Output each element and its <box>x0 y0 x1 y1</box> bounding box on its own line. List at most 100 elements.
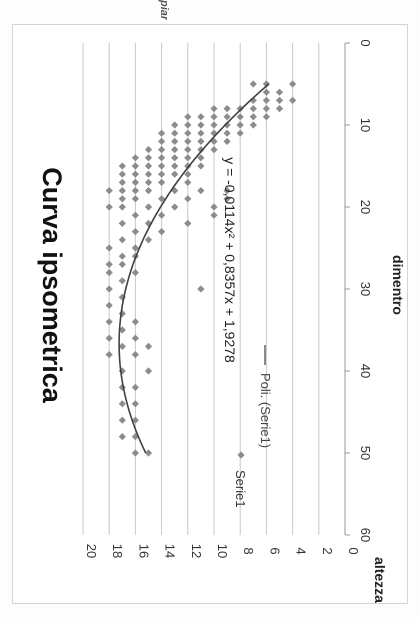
data-point <box>158 178 166 186</box>
data-point <box>197 137 205 145</box>
data-point <box>184 178 192 186</box>
data-point <box>118 162 126 170</box>
trendline <box>118 83 270 454</box>
data-point <box>144 236 153 244</box>
data-point <box>105 301 113 309</box>
data-point <box>197 121 205 129</box>
data-point <box>105 269 113 277</box>
data-point <box>118 219 126 227</box>
legend: Serie1 Poli. (Serie1) <box>233 345 273 508</box>
data-point <box>184 195 192 203</box>
data-point <box>223 187 231 195</box>
y-tick-label-12: 12 <box>189 544 204 558</box>
data-point <box>171 146 179 154</box>
data-point <box>131 433 139 441</box>
data-point <box>197 162 205 170</box>
data-point <box>184 129 192 137</box>
data-point <box>131 211 139 219</box>
data-point <box>262 113 270 121</box>
data-point <box>118 326 126 334</box>
data-point <box>275 88 284 96</box>
data-point <box>171 129 179 137</box>
data-point <box>158 154 166 162</box>
data-point <box>236 121 244 129</box>
data-point <box>171 170 179 178</box>
data-point <box>171 203 179 211</box>
data-point <box>210 121 218 129</box>
y-tick-label-10: 10 <box>215 544 230 558</box>
data-point <box>118 187 126 195</box>
data-point <box>118 383 126 391</box>
data-point <box>184 154 192 162</box>
data-point <box>289 80 297 88</box>
data-point <box>131 228 139 236</box>
data-point <box>118 170 126 178</box>
data-point <box>118 260 126 268</box>
data-point <box>197 285 205 293</box>
data-point <box>105 244 113 252</box>
data-point <box>158 195 166 203</box>
data-point <box>131 187 139 195</box>
data-point <box>105 187 113 195</box>
axis-labels: Curva ipsometrica y = -0,0114x² + 0,8357… <box>37 157 406 603</box>
y-tick-label-2: 2 <box>320 547 335 554</box>
data-point <box>158 211 166 219</box>
data-point <box>105 318 113 326</box>
y-tick-label-6: 6 <box>267 547 282 554</box>
data-point <box>144 367 153 375</box>
y-tick-label-18: 18 <box>110 544 125 558</box>
data-points <box>105 80 297 457</box>
y-tick-label-8: 8 <box>241 547 256 554</box>
data-point <box>249 105 257 113</box>
data-point <box>249 113 257 121</box>
data-point <box>118 433 126 441</box>
data-point <box>236 105 244 113</box>
data-point <box>131 170 139 178</box>
data-point <box>262 96 270 104</box>
data-point <box>131 195 139 203</box>
data-point <box>262 105 270 113</box>
data-point <box>131 244 139 252</box>
data-point <box>171 162 179 170</box>
data-point <box>118 342 126 350</box>
data-point <box>118 178 126 186</box>
data-point <box>171 121 179 129</box>
data-point <box>158 146 166 154</box>
data-point <box>262 88 270 96</box>
data-point <box>131 154 139 162</box>
header-fragment: piante presenti <box>150 0 380 20</box>
data-point <box>249 80 257 88</box>
x-tick-label-40: 40 <box>358 364 373 378</box>
y-tick-label-4: 4 <box>294 547 309 554</box>
data-point <box>249 121 257 129</box>
data-point <box>131 318 139 326</box>
data-point <box>131 400 139 408</box>
data-point <box>223 137 231 145</box>
data-point <box>197 146 205 154</box>
data-point <box>210 211 218 219</box>
x-tick-label-30: 30 <box>358 282 373 296</box>
data-point <box>223 129 231 137</box>
data-point <box>197 154 205 162</box>
data-point <box>223 195 231 203</box>
y-tick-label-16: 16 <box>136 544 151 558</box>
data-point <box>197 187 205 195</box>
data-point <box>184 170 192 178</box>
chart-svg: 0 2 4 6 8 10 12 14 16 18 20 0 10 20 30 40 50 60 Curva ips… <box>37 39 406 603</box>
data-point <box>223 105 231 113</box>
data-point <box>144 342 153 350</box>
data-point <box>131 351 139 359</box>
data-point <box>144 154 153 162</box>
y-tick-label-20: 20 <box>84 544 99 558</box>
data-point <box>171 154 179 162</box>
data-point <box>210 203 218 211</box>
data-point <box>197 129 205 137</box>
data-point <box>118 400 126 408</box>
data-point <box>105 203 113 211</box>
data-point <box>131 449 139 457</box>
data-point <box>184 121 192 129</box>
data-point <box>171 137 179 145</box>
data-point <box>118 416 126 424</box>
data-point <box>158 129 166 137</box>
